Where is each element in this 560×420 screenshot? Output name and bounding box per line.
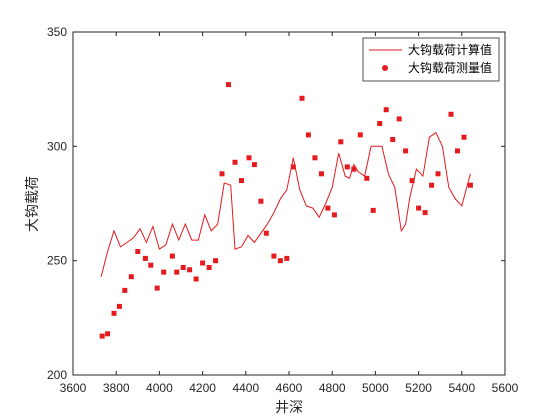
data-point-measured (331, 212, 337, 218)
data-point-measured (200, 260, 206, 266)
data-point-measured (193, 276, 199, 282)
data-point-measured (187, 267, 193, 273)
x-tick-label: 3800 (103, 381, 130, 395)
data-point-measured (312, 155, 318, 161)
legend: 大钩载荷计算值 大钩载荷测量值 (362, 37, 500, 82)
data-point-measured (370, 207, 376, 213)
data-point-measured (422, 210, 428, 216)
data-point-measured (455, 148, 460, 154)
data-point-measured (169, 253, 175, 259)
data-point-measured (122, 287, 128, 293)
data-point-measured (111, 310, 117, 316)
y-tick-label: 350 (47, 25, 67, 39)
legend-label-measured: 大钩载荷测量值 (408, 60, 492, 75)
legend-label-calculated: 大钩载荷计算值 (408, 42, 492, 57)
data-point-measured (403, 148, 409, 154)
data-point-measured (258, 198, 264, 204)
data-point-measured (383, 107, 389, 113)
data-point-measured (263, 230, 269, 236)
data-point-measured (226, 82, 231, 88)
data-point-measured (239, 178, 244, 184)
data-point-measured (461, 134, 467, 140)
tick-layer: 3600 3800 4000 4200 4400 4600 4800 5000 5200 5400… (47, 25, 519, 395)
legend-dot-marker (382, 65, 388, 71)
data-point-measured (180, 265, 186, 270)
data-point-measured (161, 269, 167, 275)
data-point-measured (396, 116, 402, 122)
x-tick-label: 4400 (232, 381, 259, 395)
data-point-measured (99, 333, 105, 339)
data-point-measured (429, 182, 435, 188)
legend-box (362, 37, 500, 82)
x-tick-label: 5400 (448, 381, 475, 395)
data-point-measured (338, 139, 344, 145)
x-tick-label: 4600 (276, 381, 303, 395)
data-point-measured (364, 175, 370, 181)
x-tick-label: 4800 (319, 381, 346, 395)
series-layer (99, 40, 473, 339)
x-tick-label: 4000 (146, 381, 173, 395)
y-tick-label: 300 (47, 139, 67, 153)
data-point-measured (357, 132, 363, 138)
data-point-measured (251, 162, 257, 168)
data-point-measured (284, 255, 290, 261)
data-point-measured (467, 182, 473, 188)
data-point-measured (246, 155, 252, 161)
series-line-calculated (100, 131, 471, 277)
x-tick-label: 5600 (492, 381, 519, 395)
data-point-measured (277, 258, 283, 264)
x-tick-label: 5000 (362, 381, 389, 395)
data-point-measured (416, 205, 422, 211)
data-point-measured (448, 111, 454, 117)
data-point-measured (271, 253, 277, 259)
plot-area (73, 32, 505, 375)
data-point-measured (148, 262, 154, 268)
data-point-measured (219, 171, 225, 177)
data-point-measured (135, 249, 141, 254)
data-point-measured (299, 95, 305, 101)
y-tick-label: 200 (47, 368, 67, 382)
data-point-measured (305, 132, 311, 138)
data-point-measured (128, 274, 134, 280)
data-point-measured (232, 159, 238, 165)
data-point-measured (116, 303, 122, 309)
data-point-measured (290, 164, 296, 170)
x-tick-label: 3600 (60, 381, 87, 395)
data-point-measured (435, 171, 441, 177)
data-point-measured (377, 121, 383, 126)
x-tick-label: 4200 (189, 381, 216, 395)
data-point-measured (351, 166, 357, 172)
y-tick-label: 250 (47, 254, 67, 268)
data-point-measured (174, 269, 180, 275)
data-point-measured (105, 331, 111, 337)
data-point-measured (344, 164, 350, 170)
data-point-measured (325, 205, 331, 211)
x-axis-title: 井深 (275, 400, 303, 416)
data-point-measured (213, 258, 219, 264)
data-point-measured (390, 137, 396, 142)
data-point-measured (206, 265, 212, 270)
data-point-measured (409, 178, 415, 184)
data-point-measured (154, 285, 160, 291)
data-point-measured (142, 255, 148, 261)
data-point-measured (318, 171, 324, 177)
x-tick-label: 5200 (405, 381, 432, 395)
y-axis-title: 大钩载荷 (25, 176, 41, 232)
